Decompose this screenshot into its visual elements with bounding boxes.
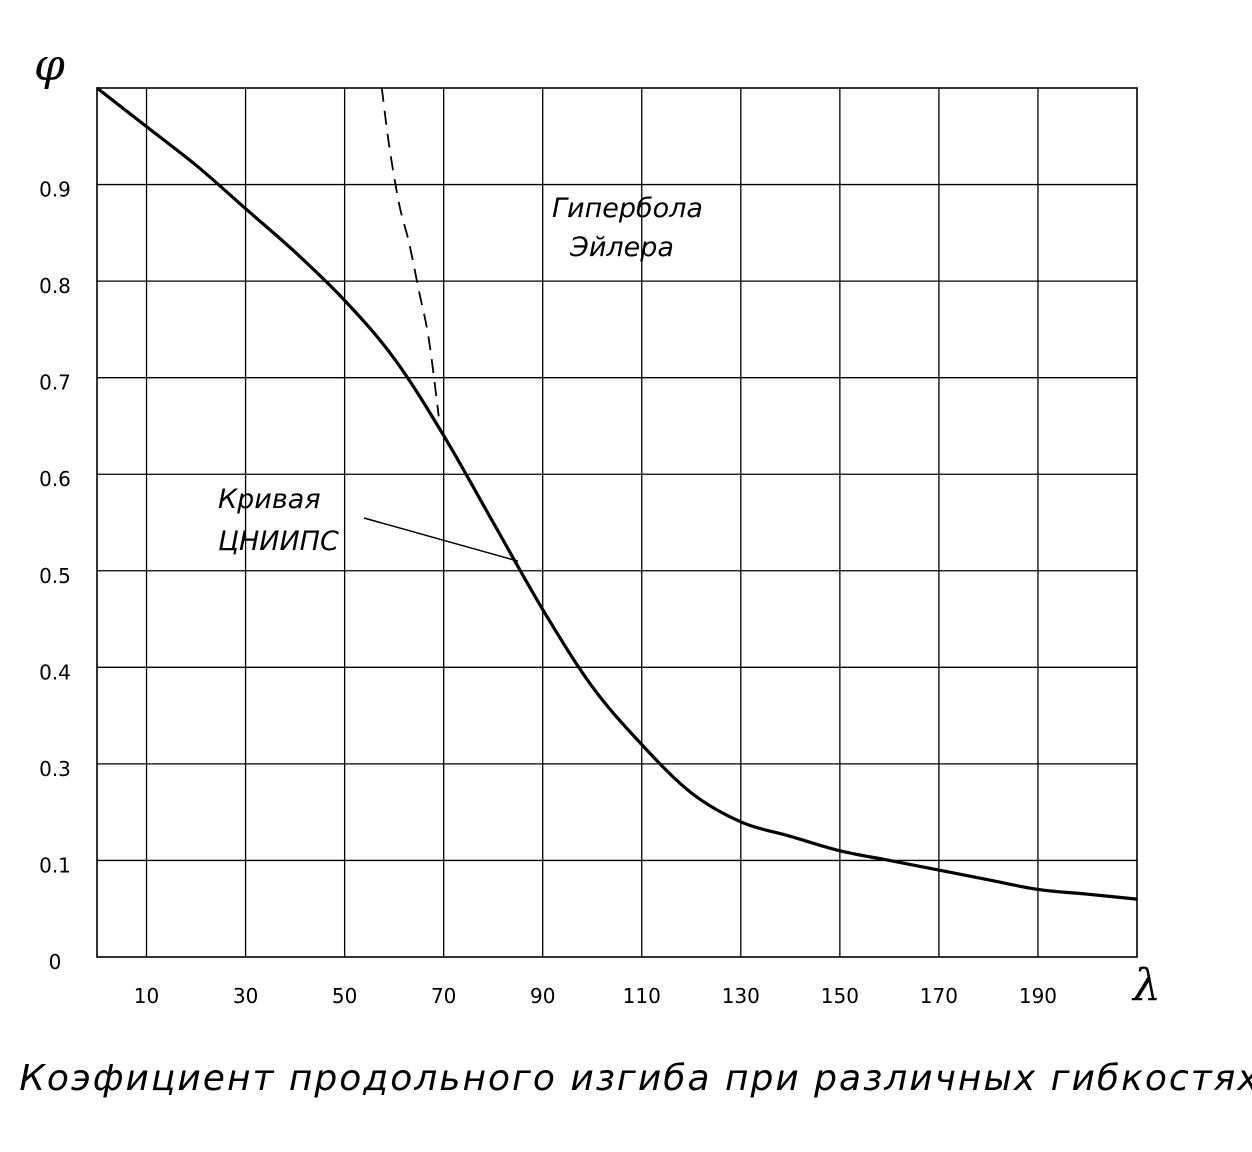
x-tick-labels: 10 30 50 70 90 110 130 150 170 190 <box>134 984 1057 1008</box>
annotation-cniips-line-1: Кривая <box>218 484 321 515</box>
annotation-euler: Гипербола Эйлера <box>552 193 703 263</box>
y-tick-label: 0.9 <box>39 178 71 202</box>
x-tick-label: 90 <box>530 984 555 1008</box>
annotation-euler-line-2: Эйлера <box>569 232 674 263</box>
y-tick-label: 0.3 <box>39 757 71 781</box>
series-group <box>96 86 1138 901</box>
x-tick-label: 170 <box>920 984 958 1008</box>
plot-frame <box>96 87 1138 958</box>
series-line-dashed <box>380 87 440 417</box>
y-tick-label: 0 <box>49 950 62 974</box>
y-tick-label: 0.7 <box>39 371 71 395</box>
chart-grid <box>97 88 1137 957</box>
x-tick-label: 70 <box>431 984 456 1008</box>
x-axis-symbol: λ <box>1131 960 1161 1011</box>
annotation-euler-line-1: Гипербола <box>552 193 703 224</box>
y-tick-labels: 0 0.9 0.8 0.7 0.6 0.5 0.4 0.3 0.1 <box>39 178 71 974</box>
y-tick-label: 0.6 <box>39 467 71 491</box>
y-axis-symbol: φ <box>34 40 65 91</box>
x-tick-label: 30 <box>233 984 258 1008</box>
plot-border <box>96 87 1138 958</box>
annotation-cniips-line-2: ЦНИИПС <box>218 526 339 557</box>
y-tick-label: 0.4 <box>39 660 71 684</box>
x-tick-label: 130 <box>722 984 760 1008</box>
series-line-main <box>96 86 1138 901</box>
annotation-cniips: Кривая ЦНИИПС <box>218 484 519 562</box>
x-tick-label: 150 <box>821 984 859 1008</box>
x-tick-label: 110 <box>623 984 661 1008</box>
y-tick-label: 0.5 <box>39 564 71 588</box>
annotation-cniips-leader-line <box>363 517 519 562</box>
x-tick-label: 10 <box>134 984 159 1008</box>
chart-title: Коэфициент продольного изгиба при различ… <box>19 1058 1252 1099</box>
y-tick-label: 0.8 <box>39 274 71 298</box>
x-tick-label: 190 <box>1019 984 1057 1008</box>
y-tick-label: 0.1 <box>39 853 71 877</box>
x-tick-label: 50 <box>332 984 357 1008</box>
